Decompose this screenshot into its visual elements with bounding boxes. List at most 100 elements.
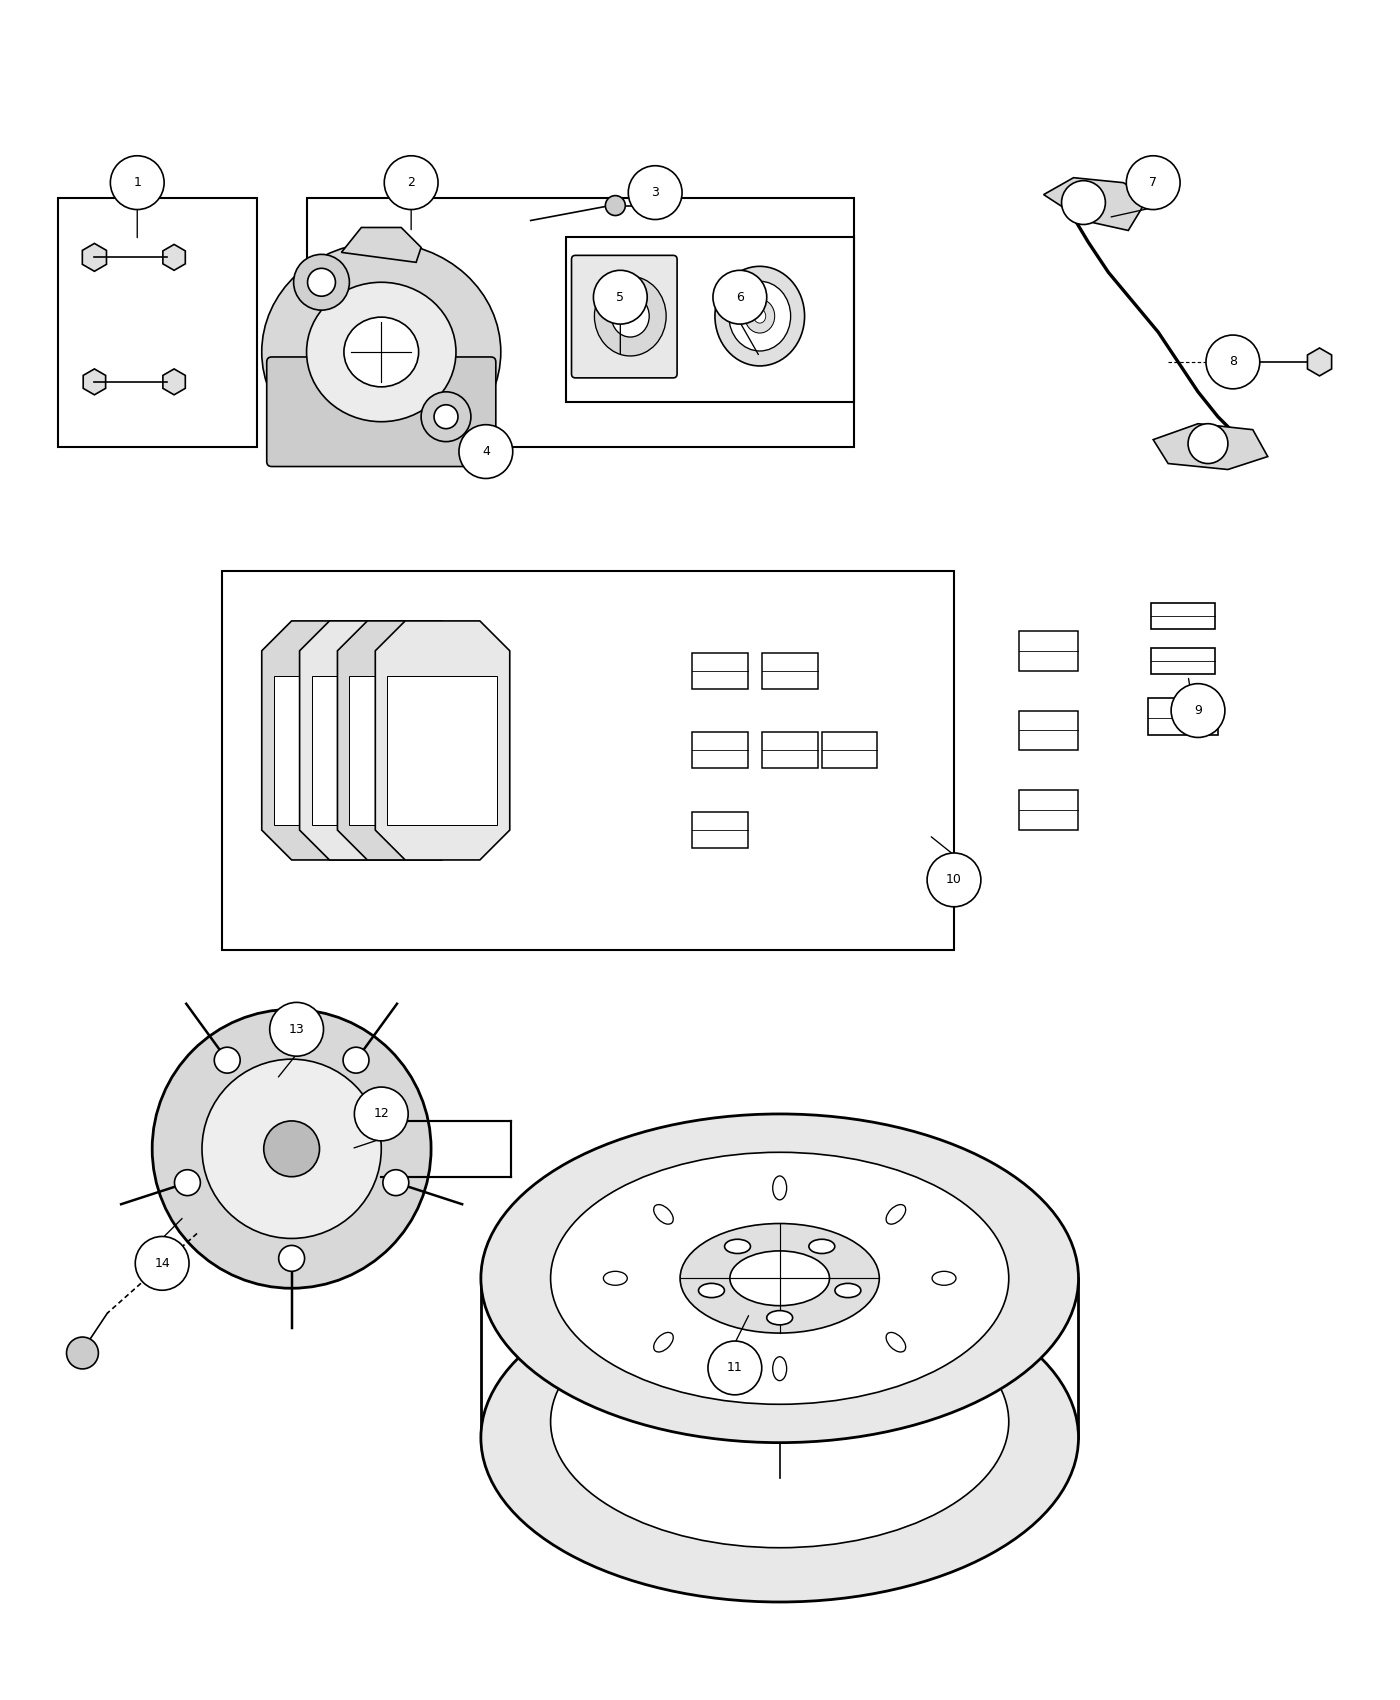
Text: 4: 4 [482,445,490,457]
Text: 9: 9 [1194,704,1203,717]
Circle shape [1061,180,1106,224]
Ellipse shape [550,1153,1009,1404]
Ellipse shape [745,299,774,333]
Circle shape [270,1003,323,1056]
Polygon shape [337,620,472,860]
Circle shape [629,165,682,219]
Ellipse shape [715,267,805,366]
Ellipse shape [809,1239,834,1253]
Bar [1151,604,1215,629]
Text: 12: 12 [374,1107,389,1120]
Bar [692,653,748,689]
Bar [1019,790,1078,830]
Ellipse shape [753,309,766,323]
Ellipse shape [767,1311,792,1324]
Ellipse shape [699,1284,724,1297]
Text: 13: 13 [288,1023,304,1035]
Circle shape [67,1338,98,1369]
Circle shape [153,1010,431,1289]
Ellipse shape [932,1272,956,1285]
Ellipse shape [834,1284,861,1297]
Circle shape [1127,156,1180,209]
Ellipse shape [729,280,791,350]
Text: 1: 1 [133,177,141,189]
Circle shape [279,1246,305,1272]
Ellipse shape [262,243,501,461]
Circle shape [421,391,470,442]
Circle shape [202,1059,381,1239]
FancyBboxPatch shape [267,357,496,466]
Bar [57,197,256,447]
Circle shape [354,1086,409,1141]
Circle shape [343,1047,370,1073]
Ellipse shape [773,1357,787,1380]
Text: 3: 3 [651,185,659,199]
Ellipse shape [307,282,456,422]
Circle shape [175,1170,200,1195]
Bar [223,571,953,950]
Circle shape [263,1120,319,1176]
Bar [273,675,384,824]
Ellipse shape [654,1333,673,1352]
Ellipse shape [654,1205,673,1224]
Circle shape [927,853,981,906]
Polygon shape [342,228,421,262]
Circle shape [382,1170,409,1195]
Polygon shape [300,620,434,860]
Bar [692,813,748,848]
Ellipse shape [680,1224,879,1333]
Circle shape [708,1341,762,1394]
Bar [350,675,459,824]
Text: 2: 2 [407,177,414,189]
Bar [762,653,818,689]
Bar [692,733,748,768]
Bar [566,238,854,401]
Text: 10: 10 [946,874,962,886]
Text: 14: 14 [154,1256,169,1270]
Polygon shape [262,620,396,860]
Circle shape [1205,335,1260,389]
Bar [312,675,421,824]
Circle shape [1189,423,1228,464]
Ellipse shape [550,1295,1009,1547]
Circle shape [1172,683,1225,738]
Circle shape [308,269,336,296]
Bar [388,675,497,824]
Bar [1019,711,1078,750]
FancyBboxPatch shape [571,255,678,377]
Text: 6: 6 [736,291,743,304]
Ellipse shape [729,1251,829,1306]
Circle shape [713,270,767,325]
Bar [822,733,878,768]
Ellipse shape [612,296,650,337]
Bar [1151,648,1215,673]
Circle shape [111,156,164,209]
Polygon shape [375,620,510,860]
Polygon shape [1154,423,1268,469]
Circle shape [214,1047,241,1073]
Bar [1019,631,1078,672]
Text: 8: 8 [1229,355,1236,369]
Ellipse shape [725,1239,750,1253]
Ellipse shape [344,318,419,388]
Ellipse shape [773,1176,787,1200]
Circle shape [434,405,458,428]
Ellipse shape [480,1273,1078,1601]
Ellipse shape [886,1205,906,1224]
Bar [307,197,854,447]
Text: 7: 7 [1149,177,1158,189]
Ellipse shape [603,1272,627,1285]
Ellipse shape [480,1114,1078,1443]
Circle shape [605,196,626,216]
Polygon shape [1043,178,1148,231]
Ellipse shape [886,1333,906,1352]
Bar [762,733,818,768]
Ellipse shape [595,277,666,355]
Bar [1148,697,1218,736]
Text: 5: 5 [616,291,624,304]
Circle shape [459,425,512,478]
Circle shape [384,156,438,209]
Text: 11: 11 [727,1362,743,1374]
Circle shape [294,255,350,309]
Circle shape [136,1236,189,1290]
